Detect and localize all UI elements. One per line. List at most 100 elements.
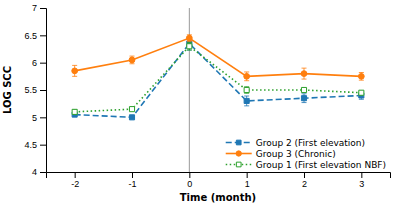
- y-axis-tick-label: 4.5: [24, 140, 37, 150]
- y-axis-line: [40, 9, 47, 173]
- y-axis-tick: 6: [32, 58, 46, 68]
- x-axis-tick-label: -1: [128, 179, 136, 189]
- y-axis-tick-mark: [40, 145, 46, 146]
- marker: [72, 68, 78, 74]
- marker: [186, 35, 192, 41]
- marker: [244, 98, 249, 103]
- plot: -2 -1 0 1 2 3 4 4.5 5 5.5 6 6.5 7 Group 2 (First elev…: [24, 3, 390, 189]
- y-axis-tick-label: 4: [32, 167, 37, 177]
- legend-marker: [236, 140, 241, 145]
- legend: Group 2 (First elevation)Group 3 (Chroni…: [226, 138, 386, 170]
- series: [72, 42, 364, 114]
- marker: [244, 73, 250, 79]
- y-axis-tick: 6.5: [24, 31, 46, 41]
- error-bar-cap: [359, 99, 364, 100]
- marks: [72, 8, 364, 172]
- y-axis-tick-label: 6.5: [24, 31, 37, 41]
- legend-marker: [236, 162, 241, 167]
- error-bar-cap: [187, 42, 192, 43]
- x-axis-tick-label: 3: [359, 179, 364, 189]
- error-bar-cap: [359, 72, 364, 73]
- marker: [244, 87, 249, 92]
- error-bar: [130, 56, 135, 64]
- x-axis-tick-mark: [189, 172, 190, 178]
- x-axis-tick: 2: [302, 172, 307, 189]
- legend-label: Group 2 (First elevation): [256, 138, 365, 148]
- y-axis-tick-mark: [40, 117, 46, 118]
- y-axis-tick-mark: [40, 35, 46, 36]
- x-axis: -2 -1 0 1 2 3: [47, 172, 391, 189]
- error-bar-cap: [130, 63, 135, 64]
- error-bar: [72, 110, 77, 114]
- error-bar-cap: [244, 80, 249, 81]
- error-bar: [244, 72, 249, 81]
- y-axis-tick-mark: [40, 90, 46, 91]
- error-bar-cap: [359, 80, 364, 81]
- x-axis-tick: -2: [71, 172, 79, 189]
- x-axis-tick-mark: [304, 172, 305, 178]
- y-axis-tick-label: 5: [32, 113, 37, 123]
- marker: [301, 96, 306, 101]
- error-bar: [244, 96, 249, 106]
- error-bar-cap: [302, 102, 307, 103]
- x-axis-line: [47, 173, 391, 179]
- legend-item: Group 3 (Chronic): [226, 149, 336, 159]
- marker: [129, 115, 134, 120]
- error-bar-cap: [244, 71, 249, 72]
- error-bar: [302, 94, 307, 103]
- series-line: [75, 46, 362, 112]
- x-axis-tick: 1: [245, 172, 250, 189]
- y-axis-tick-mark: [40, 63, 46, 64]
- error-bar-cap: [244, 105, 249, 106]
- error-bar: [359, 73, 364, 81]
- y-axis-tick: 5.5: [24, 85, 46, 95]
- legend-item: Group 1 (First elevation NBF): [226, 160, 386, 170]
- x-axis-tick: -1: [128, 172, 136, 189]
- error-bar-cap: [302, 79, 307, 80]
- error-bar-cap: [302, 93, 307, 94]
- y-axis-tick-label: 6: [32, 58, 37, 68]
- x-axis-tick-mark: [75, 172, 76, 178]
- x-axis-tick-mark: [132, 172, 133, 178]
- x-axis-tick: 3: [359, 172, 364, 189]
- x-axis-tick-mark: [247, 172, 248, 178]
- error-bar: [302, 68, 307, 79]
- y-axis-tick: 7: [32, 3, 46, 13]
- marker: [129, 57, 135, 63]
- marker: [359, 90, 364, 95]
- error-bar-cap: [187, 50, 192, 51]
- x-axis-tick-label: 1: [245, 179, 250, 189]
- marker: [301, 87, 306, 92]
- y-axis-tick-label: 7: [32, 3, 37, 13]
- x-axis-tick: 0: [187, 172, 192, 189]
- y-axis-tick-mark: [40, 172, 46, 173]
- x-axis-tick-mark: [361, 172, 362, 178]
- series: [72, 37, 364, 120]
- x-axis-title: Time (month): [180, 192, 256, 203]
- error-bar: [244, 87, 249, 94]
- y-axis-tick: 4: [32, 167, 46, 177]
- x-axis-tick-label: 0: [187, 179, 192, 189]
- marker: [358, 73, 364, 79]
- y-axis: 4 4.5 5 5.5 6 6.5 7: [24, 3, 46, 177]
- marker: [72, 109, 77, 114]
- error-bar-cap: [302, 68, 307, 69]
- x-axis-tick-label: 2: [302, 179, 307, 189]
- error-bar: [72, 65, 77, 76]
- chart: -2 -1 0 1 2 3 4 4.5 5 5.5 6 6.5 7 Group 2 (First elev…: [0, 0, 400, 204]
- y-axis-tick-mark: [40, 8, 46, 9]
- error-bar: [187, 42, 192, 50]
- error-bar: [187, 35, 192, 42]
- legend-label: Group 3 (Chronic): [256, 149, 336, 159]
- legend-marker: [236, 151, 241, 156]
- y-axis-tick: 4.5: [24, 140, 46, 150]
- marker: [129, 107, 134, 112]
- marker: [301, 71, 307, 77]
- marker: [187, 44, 192, 49]
- error-bar-cap: [130, 56, 135, 57]
- series: [72, 35, 364, 81]
- error-bar-cap: [72, 65, 77, 66]
- error-bar-cap: [187, 50, 192, 51]
- legend-item: Group 2 (First elevation): [226, 138, 365, 148]
- x-axis-tick-label: -2: [71, 179, 79, 189]
